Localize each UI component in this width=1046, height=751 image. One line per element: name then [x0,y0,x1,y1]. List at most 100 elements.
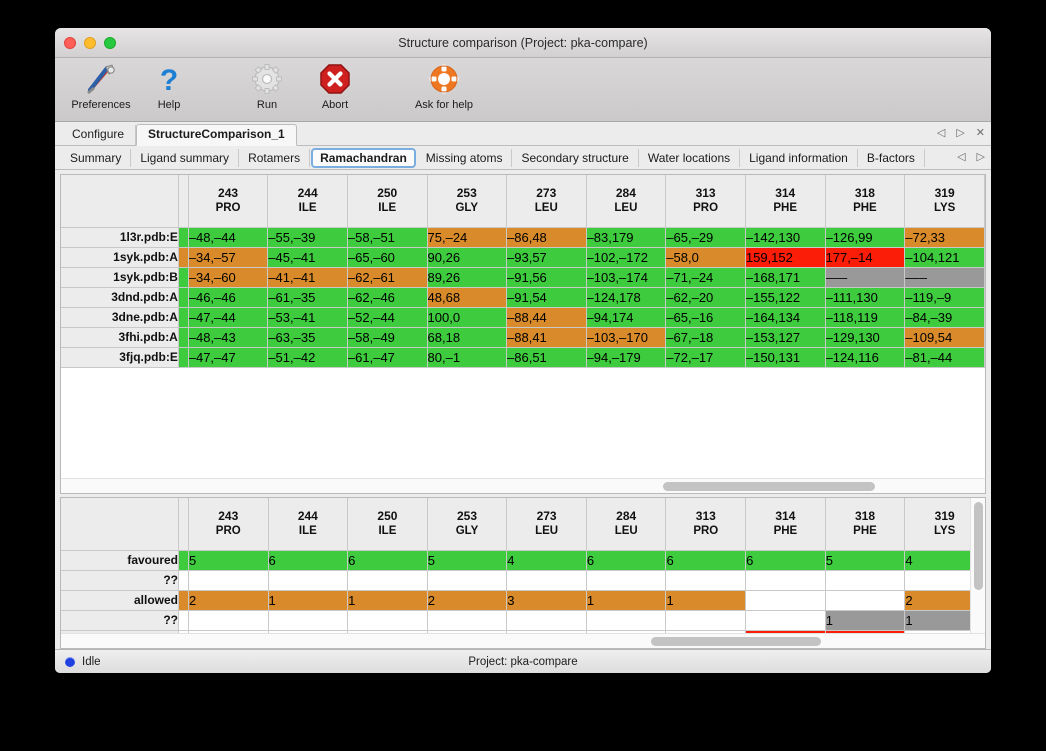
data-cell[interactable]: –93,57 [506,247,587,268]
table-row[interactable]: ?? [61,570,985,591]
data-cell[interactable]: –153,127 [745,327,826,348]
data-cell[interactable] [188,610,269,631]
data-cell[interactable]: –45,–41 [267,247,348,268]
tab-rotamers[interactable]: Rotamers [239,148,311,167]
data-cell[interactable]: –164,134 [745,307,826,328]
data-cell[interactable]: –103,–170 [586,327,667,348]
data-cell[interactable] [586,570,667,591]
data-cell[interactable]: –41,–41 [267,267,348,288]
data-cell[interactable] [586,610,667,631]
data-cell[interactable]: 89,26 [427,267,508,288]
column-header-244[interactable]: 244 ILE [268,498,349,551]
data-cell[interactable]: –34,–57 [188,247,269,268]
table-row[interactable]: 3fjq.pdb:E –47,–47 –51,–42 –61,–47 80,–1 –86,… [61,347,985,368]
bottom-panel-vscrollbar[interactable] [970,498,985,633]
data-cell[interactable] [665,610,747,631]
category-row-label[interactable]: allowed [61,590,180,611]
data-cell[interactable]: –67,–18 [665,327,746,348]
data-cell[interactable]: –62,–46 [347,287,428,308]
data-cell[interactable]: 100,0 [427,307,508,328]
data-cell[interactable]: ––– [825,267,906,288]
tab-scroll-left-icon[interactable]: ◁ [936,127,946,139]
data-cell[interactable]: –55,–39 [267,227,348,248]
tab2-scroll-left-icon[interactable]: ◁ [957,151,966,163]
top-panel-hscroll-thumb[interactable] [663,482,875,491]
tab-scroll-right-icon[interactable]: ▷ [956,127,965,139]
tab-ligand-information[interactable]: Ligand information [740,148,858,167]
data-cell[interactable]: –62,–20 [665,287,746,308]
data-cell[interactable]: –83,179 [586,227,667,248]
data-cell[interactable] [506,610,587,631]
data-cell[interactable]: 80,–1 [427,347,508,368]
data-cell[interactable] [188,570,269,591]
data-cell[interactable]: –109,54 [904,327,985,348]
data-cell[interactable] [745,590,826,611]
data-cell[interactable]: 4 [506,550,587,571]
data-cell[interactable]: –124,116 [825,347,906,368]
tab2-scroll-right-icon[interactable]: ▷ [976,151,985,163]
data-cell[interactable]: –86,48 [506,227,587,248]
data-cell[interactable]: 1 [268,590,349,611]
data-cell[interactable]: –124,178 [586,287,667,308]
close-button[interactable] [64,37,76,49]
column-header-273[interactable]: 273 LEU [506,175,587,228]
data-cell[interactable]: 6 [586,550,667,571]
column-header-250[interactable]: 250 ILE [347,498,428,551]
data-cell[interactable]: 2 [904,590,985,611]
data-cell[interactable]: –91,54 [506,287,587,308]
data-cell[interactable]: –65,–29 [665,227,746,248]
data-cell[interactable]: –72,–17 [665,347,746,368]
data-cell[interactable]: –81,–44 [904,347,985,368]
column-header-313[interactable]: 313 PRO [665,175,746,228]
preferences-button[interactable]: Preferences [67,58,135,111]
data-cell[interactable]: –168,171 [745,267,826,288]
data-cell[interactable]: –52,–44 [347,307,428,328]
data-cell[interactable]: –150,131 [745,347,826,368]
data-cell[interactable]: –58,–49 [347,327,428,348]
tab-close-icon[interactable]: ✕ [975,127,985,139]
structure-row-label[interactable]: 3dnd.pdb:A [61,287,179,308]
data-cell[interactable]: 159,152 [745,247,826,268]
data-cell[interactable]: –71,–24 [665,267,746,288]
data-cell[interactable] [825,570,906,591]
structure-row-label[interactable]: 3dne.pdb:A [61,307,179,328]
data-cell[interactable]: –61,–35 [267,287,348,308]
data-cell[interactable]: –48,–43 [188,327,269,348]
data-cell[interactable]: 1 [665,590,747,611]
structure-row-label[interactable]: 1l3r.pdb:E [61,227,179,248]
bottom-panel-hscrollbar[interactable] [61,633,985,648]
data-cell[interactable] [506,570,587,591]
data-cell[interactable]: 1 [825,610,906,631]
category-row-label[interactable]: ?? [61,610,180,631]
table-row[interactable]: 1l3r.pdb:E –48,–44 –55,–39 –58,–51 75,–24 –86… [61,227,985,248]
data-cell[interactable]: ––– [904,267,985,288]
tab-b-factors[interactable]: B-factors [858,148,925,167]
table-row[interactable]: 3fhi.pdb:A –48,–43 –63,–35 –58,–49 68,18 –88,… [61,327,985,348]
data-cell[interactable]: –65,–16 [665,307,746,328]
data-cell[interactable]: –53,–41 [267,307,348,328]
table-row[interactable]: 1syk.pdb:A –34,–57 –45,–41 –65,–60 90,26 –93,… [61,247,985,268]
data-cell[interactable] [825,590,906,611]
data-cell[interactable]: –126,99 [825,227,906,248]
column-header-314[interactable]: 314 PHE [745,175,826,228]
data-cell[interactable] [347,570,428,591]
tab-ligand-summary[interactable]: Ligand summary [131,148,240,167]
structure-row-label[interactable]: 3fjq.pdb:E [61,347,179,368]
data-cell[interactable]: –46,–46 [188,287,269,308]
column-header-318[interactable]: 318 PHE [825,175,906,228]
column-header-314[interactable]: 314 PHE [745,498,826,551]
data-cell[interactable]: –48,–44 [188,227,269,248]
data-cell[interactable]: –102,–172 [586,247,667,268]
run-button[interactable]: Run [233,58,301,111]
data-cell[interactable]: 6 [347,550,428,571]
data-cell[interactable]: –47,–47 [188,347,269,368]
tab-summary[interactable]: Summary [61,148,132,167]
table-row[interactable]: 1syk.pdb:B –34,–60 –41,–41 –62,–61 89,26 –91,… [61,267,985,288]
data-cell[interactable]: –103,–174 [586,267,667,288]
tab-ramachandran[interactable]: Ramachandran [311,147,416,168]
data-cell[interactable]: –155,122 [745,287,826,308]
data-cell[interactable]: 5 [825,550,906,571]
data-cell[interactable]: –104,121 [904,247,985,268]
structure-row-label[interactable]: 3fhi.pdb:A [61,327,179,348]
data-cell[interactable]: –91,56 [506,267,587,288]
